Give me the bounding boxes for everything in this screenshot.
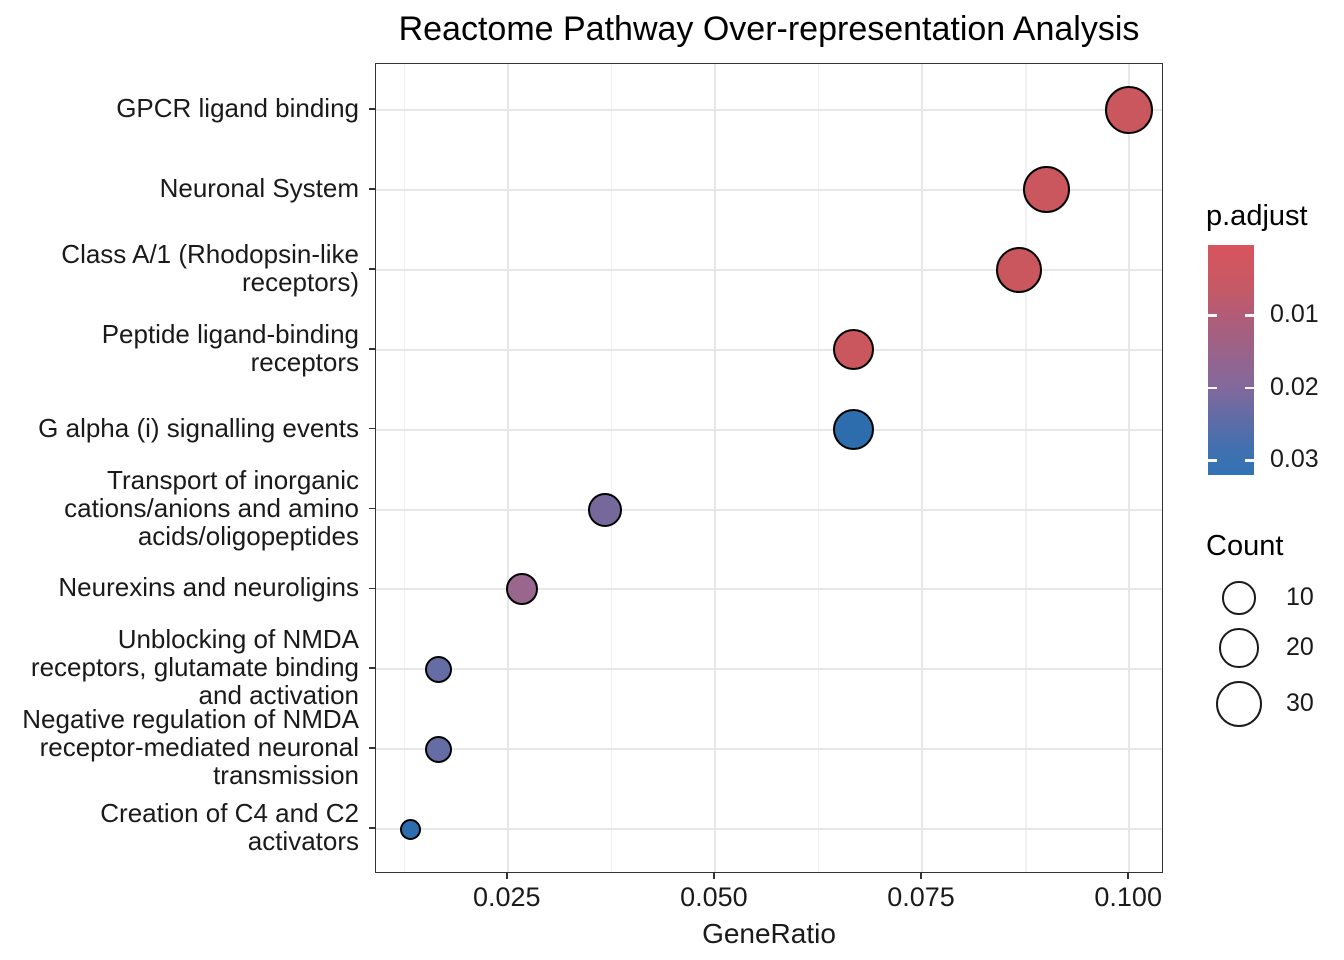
colorbar-tick-mark bbox=[1208, 459, 1217, 462]
gridline-major-vertical bbox=[713, 64, 716, 872]
data-point bbox=[505, 573, 538, 606]
gridline-minor-vertical bbox=[403, 64, 406, 872]
x-axis-tick bbox=[1127, 873, 1130, 879]
data-point bbox=[425, 655, 453, 683]
y-axis-category-label: Peptide ligand-binding receptors bbox=[102, 320, 359, 376]
count-legend-circle bbox=[1222, 581, 1256, 615]
colorbar-tick-label: 0.02 bbox=[1270, 372, 1319, 401]
y-axis-label-line: cations/anions and amino bbox=[64, 492, 359, 523]
x-axis-tick bbox=[920, 873, 922, 879]
gridline-major-horizontal bbox=[376, 668, 1162, 671]
data-point bbox=[1022, 166, 1070, 214]
y-axis-category-label: GPCR ligand binding bbox=[116, 94, 359, 122]
gridline-major-horizontal bbox=[376, 268, 1162, 271]
colorbar-tick-mark bbox=[1245, 459, 1254, 462]
y-axis-category-label: Transport of inorganic cations/anions and… bbox=[64, 466, 359, 550]
y-axis-label-line: Peptide ligand-binding bbox=[101, 318, 359, 349]
gridline-major-horizontal bbox=[376, 748, 1162, 751]
colorbar-tick-mark bbox=[1245, 386, 1254, 390]
y-axis-tick bbox=[369, 427, 375, 430]
y-axis-category-label: Neurexins and neuroligins bbox=[58, 573, 359, 601]
gridline-minor-vertical bbox=[1025, 64, 1027, 872]
gridline-major-horizontal bbox=[376, 188, 1162, 191]
y-axis-tick bbox=[369, 188, 375, 190]
x-axis-tick-label: 0.050 bbox=[680, 882, 748, 912]
x-axis-tick-label: 0.025 bbox=[472, 882, 541, 912]
data-point bbox=[832, 409, 874, 451]
x-axis-title: GeneRatio bbox=[702, 918, 836, 949]
y-axis-label-line: Neurexins and neuroligins bbox=[58, 572, 359, 603]
gridline-major-horizontal bbox=[376, 828, 1162, 831]
data-point bbox=[587, 492, 622, 527]
colorbar-tick-mark bbox=[1208, 314, 1217, 317]
x-axis-tick bbox=[505, 873, 508, 879]
gridline-major-horizontal bbox=[376, 428, 1162, 431]
y-axis-tick bbox=[369, 667, 375, 670]
count-legend-label: 30 bbox=[1286, 688, 1314, 717]
y-axis-label-line: Transport of inorganic bbox=[107, 464, 359, 495]
count-legend-circle bbox=[1215, 680, 1263, 728]
data-point bbox=[995, 246, 1043, 293]
y-axis-category-label: Neuronal System bbox=[160, 174, 359, 202]
data-point bbox=[1105, 86, 1154, 134]
count-legend-circle bbox=[1219, 628, 1259, 668]
gridline-major-horizontal bbox=[376, 588, 1162, 591]
plot-panel bbox=[375, 63, 1163, 873]
y-axis-tick bbox=[369, 507, 375, 510]
y-axis-label-line: GPCR ligand binding bbox=[116, 93, 359, 123]
gridline-major-vertical bbox=[921, 64, 924, 872]
y-axis-label-line: Negative regulation of NMDA bbox=[22, 704, 359, 735]
y-axis-tick bbox=[369, 108, 375, 110]
y-axis-category-label: Class A/1 (Rhodopsin-like receptors) bbox=[61, 240, 359, 296]
y-axis-tick bbox=[369, 347, 375, 350]
gridline-minor-vertical bbox=[610, 64, 613, 872]
padjust-colorbar bbox=[1208, 245, 1254, 475]
colorbar-tick-mark bbox=[1245, 314, 1254, 317]
y-axis-label-line: G alpha (i) signalling events bbox=[38, 412, 359, 443]
gridline-major-horizontal bbox=[376, 109, 1162, 111]
y-axis-category-label: Creation of C4 and C2 activators bbox=[100, 799, 359, 855]
chart-title: Reactome Pathway Over-representation Ana… bbox=[398, 10, 1140, 48]
y-axis-tick bbox=[369, 267, 375, 270]
data-point bbox=[400, 818, 422, 840]
x-axis-tick bbox=[712, 873, 715, 879]
y-axis-label-line: receptors, glutamate binding bbox=[30, 652, 359, 683]
x-axis-tick-label: 0.075 bbox=[887, 882, 955, 912]
y-axis-category-label: G alpha (i) signalling events bbox=[38, 414, 359, 442]
gridline-minor-vertical bbox=[817, 64, 820, 872]
y-axis-category-label: Negative regulation of NMDA receptor-medi… bbox=[22, 705, 359, 789]
y-axis-label-line: activators bbox=[247, 826, 359, 857]
y-axis-label-line: acids/oligopeptides bbox=[137, 520, 359, 551]
count-legend-label: 20 bbox=[1286, 632, 1314, 661]
data-point bbox=[832, 329, 874, 371]
count-legend-title: Count bbox=[1206, 530, 1284, 562]
colorbar-tick-label: 0.01 bbox=[1270, 300, 1319, 329]
padjust-legend-title: p.adjust bbox=[1206, 200, 1308, 232]
y-axis-label-line: Unblocking of NMDA bbox=[117, 624, 359, 655]
x-axis-tick-label: 0.100 bbox=[1094, 882, 1162, 912]
y-axis-tick bbox=[369, 587, 375, 590]
y-axis-tick bbox=[369, 747, 375, 750]
y-axis-label-line: Creation of C4 and C2 bbox=[100, 798, 359, 829]
y-axis-label-line: and activation bbox=[198, 680, 359, 711]
y-axis-label-line: Neuronal System bbox=[159, 172, 359, 203]
y-axis-label-line: Class A/1 (Rhodopsin-like bbox=[61, 238, 359, 269]
y-axis-tick bbox=[369, 827, 375, 829]
data-point bbox=[425, 735, 453, 763]
y-axis-category-label: Unblocking of NMDA receptors, glutamate b… bbox=[31, 625, 359, 709]
colorbar-tick-mark bbox=[1208, 386, 1217, 390]
y-axis-label-line: receptors) bbox=[241, 266, 359, 297]
gridline-major-horizontal bbox=[376, 508, 1162, 511]
gridline-major-horizontal bbox=[376, 348, 1162, 351]
y-axis-label-line: receptors bbox=[250, 346, 359, 377]
y-axis-label-line: transmission bbox=[213, 760, 359, 791]
gridline-major-vertical bbox=[1128, 64, 1131, 872]
count-legend-label: 10 bbox=[1286, 582, 1314, 611]
colorbar-tick-label: 0.03 bbox=[1270, 445, 1319, 474]
y-axis-label-line: receptor-mediated neuronal bbox=[39, 732, 359, 763]
gridline-major-vertical bbox=[506, 64, 509, 872]
